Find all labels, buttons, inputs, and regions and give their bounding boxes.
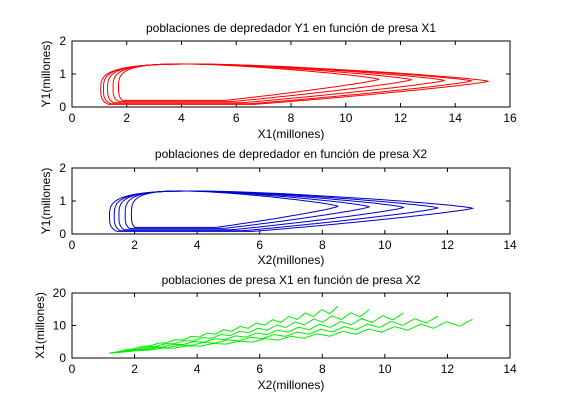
x-axis-label: X2(millones) [258,253,325,267]
chart-panel-3: 0 2 4 6 8 10 12 14 0 10 20 poblaciones de presa X1 … [33,273,517,392]
x-tick-label: 6 [256,238,263,252]
x-tick-label: 0 [69,238,76,252]
chart-title: poblaciones de depredador en función de … [155,147,428,161]
x-tick-label: 4 [194,238,201,252]
y-axis-label: X1(millones) [33,292,47,359]
y-axis-label: Y1(millones) [39,168,53,235]
y-axis-label: Y1(millones) [39,41,53,108]
x-tick-label: 8 [288,111,295,125]
x-tick-label: 2 [131,238,138,252]
orbit-5 [109,190,475,232]
x-tick-label: 12 [394,111,408,125]
x-tick-label: 4 [194,362,201,376]
y-tick-label: 0 [59,100,66,114]
orbit-5 [100,63,490,105]
x-tick-label: 10 [378,362,392,376]
x-tick-label: 0 [69,362,76,376]
chart-title: poblaciones de depredador Y1 en función … [146,21,436,35]
x-axis-label: X1(millones) [258,127,325,141]
y-tick-label: 1 [59,67,66,81]
plot-area [71,167,511,235]
trajectory-3 [109,312,404,354]
x-tick-label: 12 [441,362,455,376]
x-tick-label: 4 [178,111,185,125]
plot-area [71,40,511,108]
y-tick-label: 2 [59,34,66,48]
x-tick-label: 10 [339,111,353,125]
x-tick-label: 8 [319,362,326,376]
trajectory-5 [109,318,473,354]
x-tick-label: 14 [449,111,463,125]
x-tick-label: 14 [503,362,517,376]
y-tick-label: 20 [53,286,67,300]
x-tick-label: 8 [319,238,326,252]
trajectory-1 [109,305,339,354]
x-tick-label: 0 [69,111,76,125]
x-axis-label: X2(millones) [258,378,325,392]
x-tick-label: 6 [256,362,263,376]
trajectory-2 [109,309,370,354]
x-tick-label: 16 [503,111,517,125]
x-tick-label: 10 [378,238,392,252]
y-tick-label: 0 [59,227,66,241]
y-tick-label: 0 [59,351,66,365]
x-tick-label: 14 [503,238,517,252]
x-tick-label: 6 [233,111,240,125]
y-tick-label: 2 [59,161,66,175]
chart-title: poblaciones de presa X1 en función de pr… [162,273,421,287]
y-tick-label: 1 [59,194,66,208]
y-tick-label: 10 [53,319,67,333]
trajectory-4 [109,315,439,354]
x-tick-label: 2 [131,362,138,376]
x-tick-label: 12 [441,238,455,252]
plot-area [71,292,511,359]
x-tick-label: 2 [123,111,130,125]
